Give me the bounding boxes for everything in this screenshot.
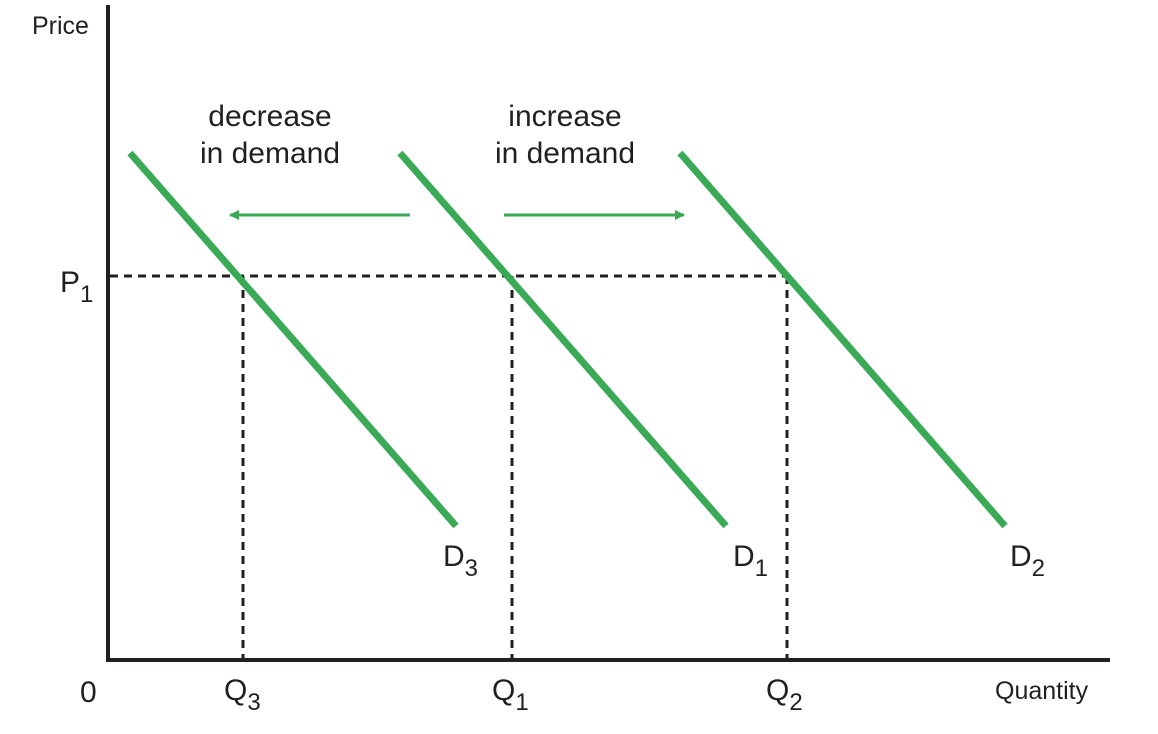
label-sub: 3	[247, 689, 260, 716]
label-main: D	[443, 540, 465, 573]
annotation: increase	[508, 100, 621, 133]
curve-label: D3	[443, 540, 478, 582]
demand-curve	[677, 150, 1008, 529]
label-sub: 3	[465, 555, 478, 582]
label-main: D	[733, 540, 755, 573]
curve-label: D1	[733, 540, 768, 582]
annotation: decrease	[208, 100, 331, 133]
demand-curve	[127, 150, 459, 529]
label-main: Q	[224, 674, 247, 707]
curve-label: D2	[1010, 540, 1045, 582]
label-sub: 2	[1032, 555, 1045, 582]
label-main: Q	[766, 674, 789, 707]
quantity-label: Q1	[492, 674, 529, 716]
origin-label: 0	[80, 676, 97, 709]
quantity-label: Q2	[766, 674, 803, 716]
y-axis-title: Price	[32, 12, 89, 40]
price-label: P1	[60, 266, 93, 308]
label-sub: 1	[755, 555, 768, 582]
label-main: P	[60, 266, 80, 299]
quantity-label: Q3	[224, 674, 261, 716]
label-sub: 1	[80, 281, 93, 308]
label-sub: 1	[515, 689, 528, 716]
label-sub: 2	[789, 689, 802, 716]
label-main: D	[1010, 540, 1032, 573]
x-axis-title: Quantity	[995, 677, 1089, 705]
annotation: in demand	[200, 137, 340, 170]
annotation: in demand	[495, 137, 635, 170]
demand-curve	[397, 150, 729, 529]
label-main: Q	[492, 674, 515, 707]
axes	[106, 5, 1110, 662]
